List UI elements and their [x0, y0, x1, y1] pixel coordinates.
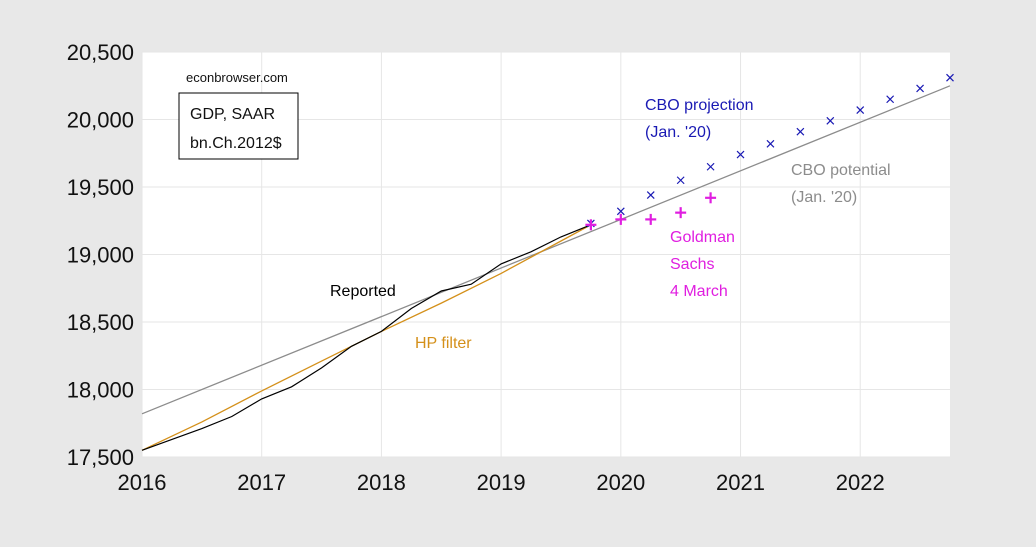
x-tick-label: 2018 — [357, 470, 406, 495]
cbo-point — [886, 95, 895, 104]
x-tick-label: 2021 — [716, 470, 765, 495]
cbo-point — [916, 84, 924, 93]
cbo-point — [736, 150, 745, 159]
svg-text:Sachs: Sachs — [670, 256, 714, 273]
cbo-point — [856, 106, 865, 114]
cbo-point — [706, 162, 715, 171]
svg-text:CBO potential: CBO potential — [791, 162, 891, 179]
site-label: econbrowser.com — [186, 70, 288, 85]
svg-text:4 March: 4 March — [670, 283, 728, 300]
y-tick-label: 18,000 — [67, 378, 134, 403]
cbo-point — [796, 127, 805, 136]
y-tick-label: 20,500 — [67, 40, 134, 65]
y-axis-ticks: 17,500 18,000 18,500 19,000 19,500 20,000 20,5… — [67, 40, 134, 470]
reported-label: Reported — [330, 283, 396, 300]
svg-text:(Jan. '20): (Jan. '20) — [791, 189, 857, 206]
x-axis-ticks: 2016 2017 2018 2019 2020 2021 2022 — [118, 470, 885, 495]
y-tick-label: 19,000 — [67, 243, 134, 268]
cbo-point — [826, 116, 835, 125]
y-tick-label: 17,500 — [67, 445, 134, 470]
series-layer — [141, 73, 954, 451]
x-tick-label: 2019 — [477, 470, 526, 495]
svg-text:(Jan. '20): (Jan. '20) — [645, 124, 711, 141]
svg-text:CBO projection: CBO projection — [645, 97, 754, 114]
cbo-point — [616, 207, 625, 216]
y-tick-label: 20,000 — [67, 108, 134, 133]
x-tick-label: 2016 — [118, 470, 167, 495]
reported-line — [141, 224, 592, 451]
goldman-point — [615, 213, 627, 225]
svg-text:HP filter: HP filter — [415, 335, 472, 352]
cbo-projection-label: CBO projection (Jan. '20) — [645, 97, 754, 141]
cbo-point — [946, 73, 954, 82]
hp-filter-label: HP filter — [415, 335, 472, 352]
units-box-line-1: GDP, SAAR — [190, 106, 275, 123]
svg-text:Reported: Reported — [330, 283, 396, 300]
goldman-point — [585, 219, 597, 231]
units-box — [178, 92, 299, 160]
x-tick-label: 2017 — [237, 470, 286, 495]
x-tick-label: 2020 — [596, 470, 645, 495]
y-tick-label: 19,500 — [67, 175, 134, 200]
cbo-point — [676, 176, 685, 185]
goldman-point — [705, 192, 717, 204]
cbo-potential-label: CBO potential (Jan. '20) — [791, 162, 891, 206]
x-tick-label: 2022 — [836, 470, 885, 495]
goldman-point — [645, 213, 657, 225]
goldman-point — [675, 207, 687, 219]
cbo-point — [646, 191, 655, 200]
goldman-sachs-label: Goldman Sachs 4 March — [670, 229, 735, 300]
svg-text:Goldman: Goldman — [670, 229, 735, 246]
units-box-line-2: bn.Ch.2012$ — [190, 135, 282, 152]
cbo-point — [766, 139, 775, 148]
y-tick-label: 18,500 — [67, 310, 134, 335]
